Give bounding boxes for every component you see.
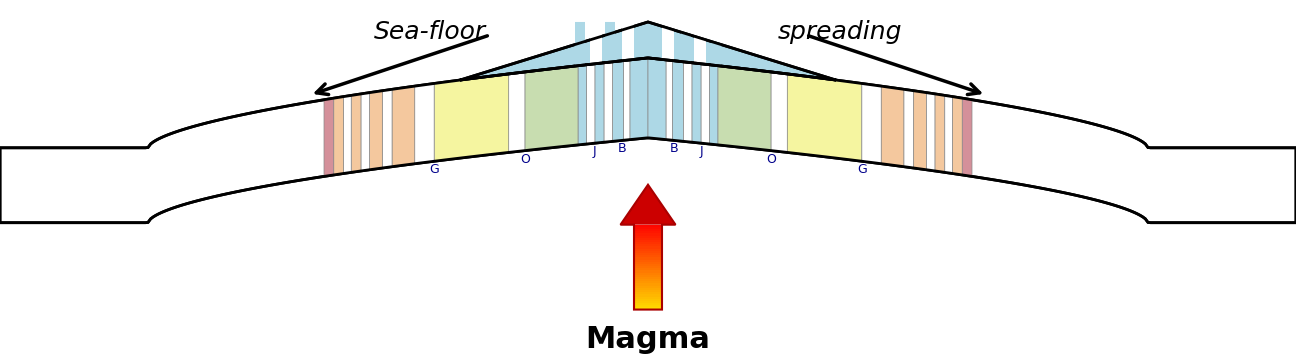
Polygon shape [590, 22, 603, 64]
Polygon shape [662, 26, 674, 61]
Polygon shape [680, 32, 691, 63]
Polygon shape [415, 84, 434, 164]
Polygon shape [787, 74, 862, 161]
Polygon shape [382, 89, 391, 168]
Polygon shape [927, 93, 936, 171]
Polygon shape [634, 244, 662, 247]
Polygon shape [634, 275, 662, 277]
Polygon shape [634, 270, 662, 273]
Polygon shape [634, 296, 662, 299]
Polygon shape [634, 273, 662, 275]
Polygon shape [634, 294, 662, 296]
Polygon shape [634, 240, 662, 242]
Polygon shape [634, 227, 662, 229]
Polygon shape [334, 97, 343, 175]
Text: Magma: Magma [586, 325, 710, 354]
Polygon shape [634, 225, 662, 227]
Polygon shape [595, 63, 604, 143]
Polygon shape [634, 290, 662, 292]
Polygon shape [578, 65, 586, 145]
Polygon shape [962, 98, 972, 176]
Polygon shape [634, 242, 662, 244]
Polygon shape [605, 22, 616, 63]
Polygon shape [905, 89, 914, 168]
Polygon shape [508, 72, 525, 152]
Polygon shape [634, 281, 662, 283]
Polygon shape [634, 255, 662, 257]
Polygon shape [862, 84, 881, 164]
Text: J: J [700, 145, 702, 158]
Text: G: G [429, 163, 439, 176]
Text: spreading: spreading [778, 20, 902, 44]
Polygon shape [634, 238, 662, 240]
Polygon shape [673, 60, 684, 141]
Text: Sea-floor: Sea-floor [375, 20, 486, 44]
Polygon shape [648, 58, 666, 140]
Polygon shape [771, 72, 787, 152]
Polygon shape [634, 233, 662, 236]
Polygon shape [634, 292, 662, 294]
Polygon shape [945, 96, 953, 173]
Polygon shape [586, 64, 595, 144]
Polygon shape [634, 231, 662, 233]
Text: O: O [766, 153, 776, 165]
Polygon shape [360, 93, 369, 171]
Polygon shape [369, 91, 382, 170]
Polygon shape [712, 41, 721, 66]
Polygon shape [622, 22, 634, 61]
Text: O: O [520, 153, 530, 165]
Polygon shape [630, 58, 648, 140]
Polygon shape [666, 60, 673, 140]
Polygon shape [936, 94, 945, 172]
Polygon shape [718, 66, 771, 151]
Text: G: G [857, 163, 867, 176]
Polygon shape [634, 251, 662, 253]
Polygon shape [621, 185, 675, 225]
Polygon shape [634, 260, 662, 262]
Polygon shape [684, 62, 692, 142]
Text: B: B [618, 142, 626, 155]
Polygon shape [634, 288, 662, 290]
Polygon shape [0, 58, 1296, 223]
Polygon shape [460, 22, 836, 80]
Polygon shape [612, 60, 623, 141]
Polygon shape [701, 64, 709, 144]
Polygon shape [634, 249, 662, 251]
Polygon shape [575, 22, 584, 66]
Polygon shape [634, 236, 662, 238]
Polygon shape [351, 94, 360, 172]
Polygon shape [881, 86, 905, 167]
Polygon shape [914, 91, 927, 170]
Polygon shape [634, 264, 662, 266]
Polygon shape [634, 277, 662, 279]
Polygon shape [709, 65, 718, 145]
Polygon shape [634, 253, 662, 255]
Polygon shape [634, 307, 662, 310]
Polygon shape [634, 283, 662, 286]
Text: J: J [594, 145, 596, 158]
Polygon shape [634, 299, 662, 301]
Polygon shape [634, 262, 662, 264]
Polygon shape [953, 97, 962, 175]
Text: B: B [670, 142, 678, 155]
Polygon shape [634, 257, 662, 260]
Polygon shape [634, 229, 662, 231]
Polygon shape [692, 63, 701, 143]
Polygon shape [343, 96, 351, 173]
Polygon shape [525, 66, 578, 151]
Polygon shape [634, 286, 662, 288]
Polygon shape [634, 301, 662, 303]
Polygon shape [634, 303, 662, 305]
Polygon shape [324, 98, 334, 176]
Polygon shape [634, 247, 662, 249]
Polygon shape [434, 74, 508, 161]
Polygon shape [693, 36, 706, 64]
Polygon shape [604, 62, 612, 142]
Polygon shape [634, 279, 662, 281]
Polygon shape [634, 268, 662, 270]
Polygon shape [634, 266, 662, 268]
Polygon shape [634, 305, 662, 307]
Polygon shape [391, 86, 415, 167]
Polygon shape [623, 60, 630, 140]
